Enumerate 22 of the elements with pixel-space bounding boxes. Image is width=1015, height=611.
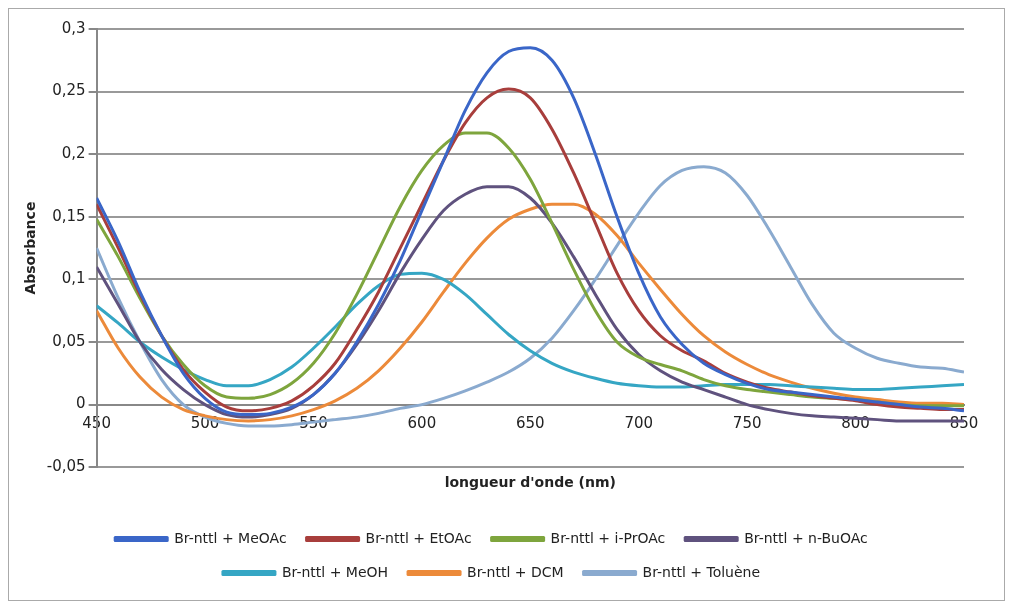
x-tick-label: 600 (407, 414, 437, 433)
x-axis-title: longueur d'onde (nm) (444, 474, 616, 491)
y-axis-title: Absorbance (22, 201, 39, 295)
y-tick-label: 0,2 (61, 144, 86, 163)
line-series (96, 271, 964, 392)
legend-label: Br-nttl + Toluène (642, 563, 761, 580)
y-tick-label: -0,05 (46, 457, 86, 476)
y-tick-label: 0,25 (52, 81, 86, 100)
y-tick-label: 0,3 (61, 18, 86, 37)
legend-label: Br-nttl + i-PrOAc (550, 529, 666, 546)
legend-label: Br-nttl + MeOH (281, 563, 389, 580)
y-tick-label: 0,05 (52, 331, 86, 350)
x-tick-label: 650 (515, 414, 545, 433)
y-tick-label: 0 (76, 394, 86, 413)
x-tick-label: 750 (732, 414, 762, 433)
legend-label: Br-nttl + n-BuOAc (744, 529, 868, 546)
y-tick-label: 0,1 (61, 269, 86, 288)
x-tick-label: 700 (624, 414, 654, 433)
legend-label: Br-nttl + MeOAc (174, 529, 287, 546)
legend-label: Br-nttl + EtOAc (365, 529, 472, 546)
legend-label: Br-nttl + DCM (467, 563, 564, 580)
y-tick-label: 0,15 (52, 206, 86, 225)
